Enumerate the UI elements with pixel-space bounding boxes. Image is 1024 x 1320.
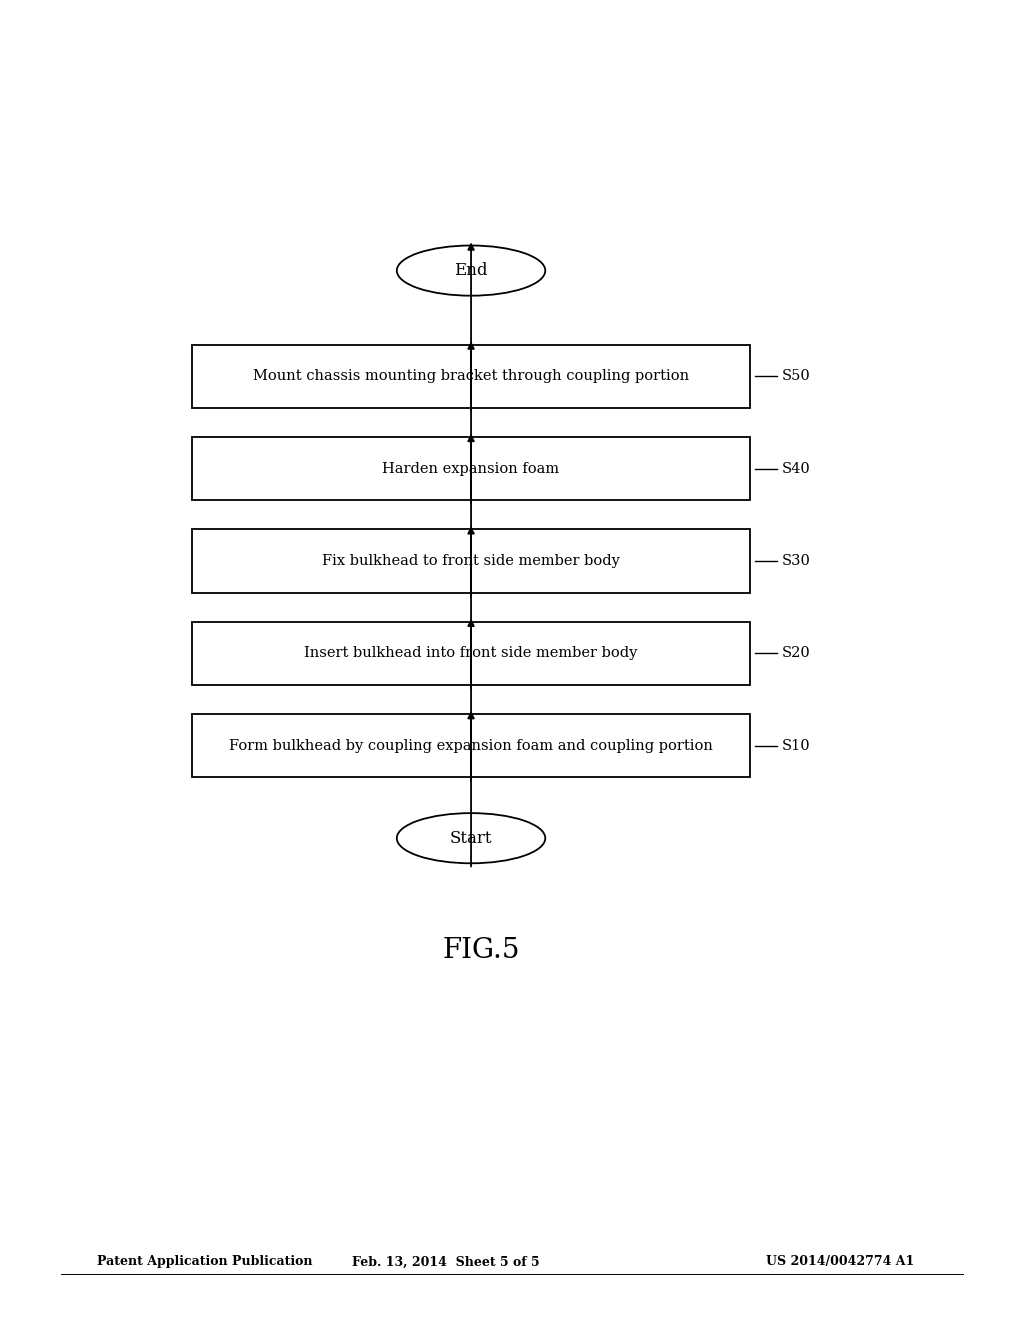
FancyBboxPatch shape [193, 714, 750, 777]
Text: US 2014/0042774 A1: US 2014/0042774 A1 [766, 1255, 913, 1269]
Text: Mount chassis mounting bracket through coupling portion: Mount chassis mounting bracket through c… [253, 370, 689, 383]
Ellipse shape [396, 246, 545, 296]
Text: Form bulkhead by coupling expansion foam and coupling portion: Form bulkhead by coupling expansion foam… [229, 739, 713, 752]
Text: S50: S50 [782, 370, 811, 383]
Text: Start: Start [450, 830, 493, 846]
Text: Insert bulkhead into front side member body: Insert bulkhead into front side member b… [304, 647, 638, 660]
Ellipse shape [396, 813, 545, 863]
Text: FIG.5: FIG.5 [442, 937, 520, 964]
Text: S40: S40 [782, 462, 811, 475]
Text: Patent Application Publication: Patent Application Publication [97, 1255, 312, 1269]
Text: S10: S10 [782, 739, 811, 752]
Text: S20: S20 [782, 647, 811, 660]
Text: Fix bulkhead to front side member body: Fix bulkhead to front side member body [323, 554, 620, 568]
Text: Harden expansion foam: Harden expansion foam [383, 462, 559, 475]
FancyBboxPatch shape [193, 622, 750, 685]
Text: S30: S30 [782, 554, 811, 568]
FancyBboxPatch shape [193, 345, 750, 408]
Text: Feb. 13, 2014  Sheet 5 of 5: Feb. 13, 2014 Sheet 5 of 5 [351, 1255, 540, 1269]
FancyBboxPatch shape [193, 529, 750, 593]
Text: End: End [455, 263, 487, 279]
FancyBboxPatch shape [193, 437, 750, 500]
